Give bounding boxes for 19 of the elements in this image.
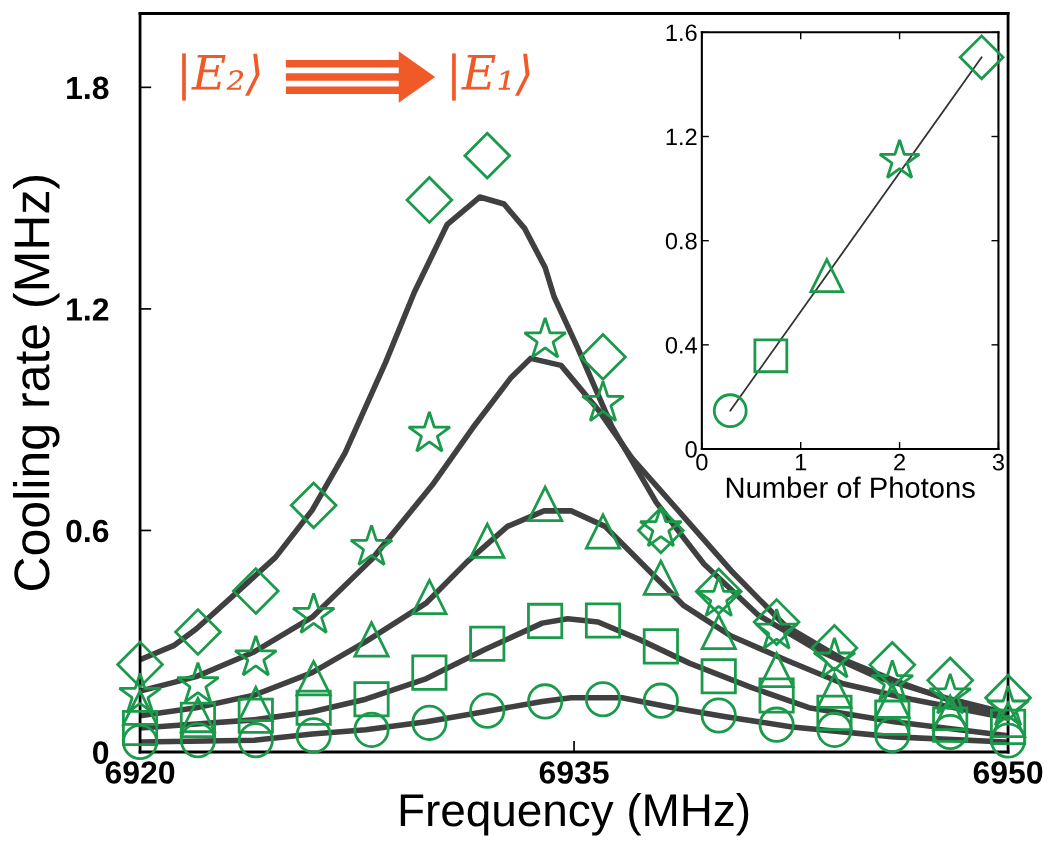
x-axis-title: Number of Photons [726,476,975,498]
x-tick-label: 0 [696,453,708,471]
x-tick-label: 2 [894,453,905,471]
y-tick-label: 0.4 [665,336,697,354]
y-axis-title: Cooling rate (MHz) [12,176,60,590]
y-tick-label: 1.8 [67,76,109,100]
y-tick-label: 1.2 [67,298,109,321]
y-tick-label: 1.6 [666,24,697,42]
x-tick-label: 6935 [539,761,609,784]
y-tick-label: 0 [685,441,697,458]
x-axis-title: Frequency (MHz) [400,792,749,836]
annotation: |E₂⟩ [182,53,260,101]
y-tick-label: 1.2 [666,128,697,146]
x-tick-label: 1 [795,454,807,471]
x-tick-label: 6950 [973,761,1043,784]
y-tick-label: 0.8 [665,232,697,250]
x-tick-label: 3 [992,453,1004,471]
annotation: |E₁⟩ [452,53,530,101]
y-tick-label: 0.6 [66,519,109,543]
